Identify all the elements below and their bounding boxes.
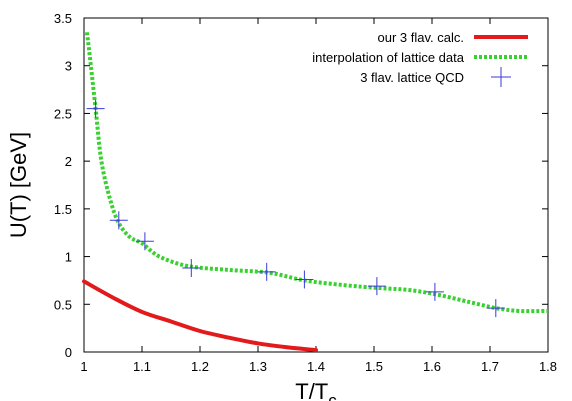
y-tick-label: 1.5 <box>54 202 72 217</box>
y-tick-label: 2.5 <box>54 106 72 121</box>
plot-frame <box>83 17 549 353</box>
x-tick-label: 1.5 <box>365 359 383 374</box>
y-axis-title: U(T) [GeV] <box>6 132 31 238</box>
lattice-data-point <box>135 232 154 251</box>
x-tick-label: 1.3 <box>249 359 267 374</box>
series-interpolation-line <box>84 32 549 314</box>
lattice-data-point <box>367 277 386 296</box>
lattice-data-point <box>86 99 105 118</box>
x-tick-label: 1.1 <box>133 359 151 374</box>
y-tick-label: 0.5 <box>54 297 72 312</box>
y-axis: 0 0.5 1 1.5 2 2.5 3 3.5 <box>54 11 548 360</box>
legend: our 3 flav. calc. interpolation of lattic… <box>312 30 528 87</box>
x-axis-title: T/Tc <box>295 379 337 401</box>
lattice-data-point <box>257 262 276 281</box>
y-tick-label: 3.5 <box>54 11 72 26</box>
y-tick-label: 0 <box>65 345 72 360</box>
legend-label: 3 flav. lattice QCD <box>360 70 464 85</box>
lattice-data-point <box>486 299 505 318</box>
y-tick-label: 2 <box>65 154 72 169</box>
y-tick-label: 3 <box>65 59 72 74</box>
lattice-data-point <box>109 211 128 230</box>
legend-label: our 3 flav. calc. <box>378 30 464 45</box>
x-axis-title-subscript: c <box>328 391 337 401</box>
y-tick-label: 1 <box>65 250 72 265</box>
x-axis: 1 1.1 1.2 1.3 1.4 1.5 1.6 1.7 1.8 <box>80 18 557 374</box>
x-tick-label: 1.8 <box>539 359 557 374</box>
x-tick-label: 1.2 <box>191 359 209 374</box>
x-axis-title-main: T/T <box>295 379 328 401</box>
x-tick-label: 1 <box>80 359 87 374</box>
series-layer <box>82 32 549 353</box>
x-tick-label: 1.7 <box>481 359 499 374</box>
legend-sample-lattice <box>491 67 511 87</box>
x-tick-label: 1.4 <box>307 359 325 374</box>
series-calc-line <box>82 279 318 353</box>
x-tick-label: 1.6 <box>423 359 441 374</box>
lattice-data-point <box>295 270 314 289</box>
legend-label: interpolation of lattice data <box>312 50 465 65</box>
lattice-data-point <box>425 282 444 301</box>
lattice-data-point <box>182 259 201 278</box>
